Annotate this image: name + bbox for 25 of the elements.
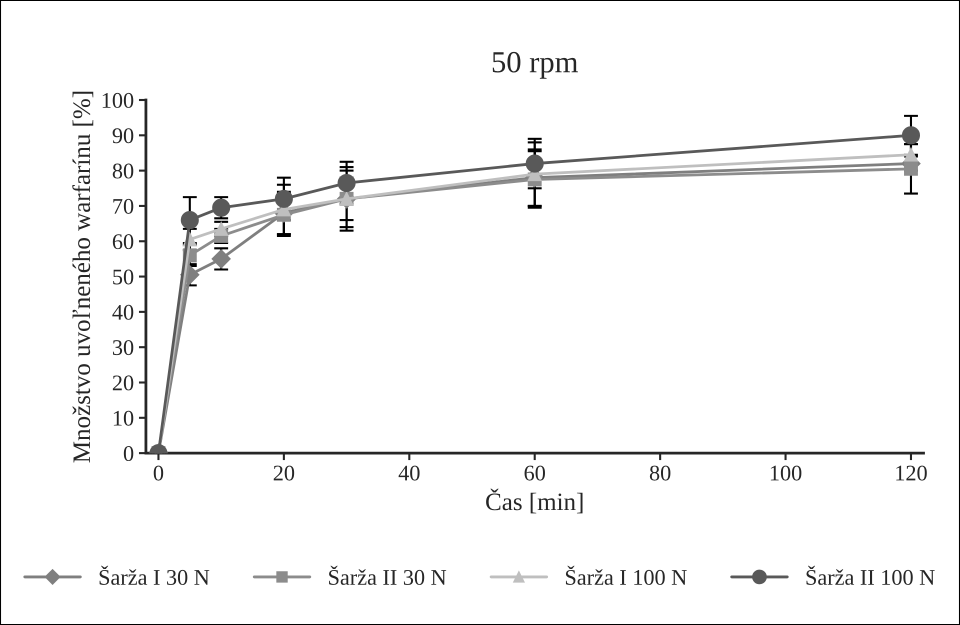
- x-tick-label: 60: [524, 466, 545, 481]
- y-tick-label: 0: [124, 446, 134, 462]
- legend-label: Šarža II 30 N: [329, 566, 446, 585]
- x-tick-label: 40: [398, 466, 420, 481]
- x-tick-label: 120: [896, 466, 927, 481]
- y-tick-label: 20: [112, 375, 134, 390]
- y-tick-label: 10: [114, 410, 134, 426]
- legend-label: Šarža II 100 N: [806, 566, 935, 585]
- legend-label: Šarža I 30 N: [100, 566, 210, 585]
- y-tick-label: 30: [112, 340, 134, 356]
- chart-title: 50 rpm: [492, 52, 578, 79]
- x-tick-label: 100: [770, 466, 802, 481]
- y-tick-label: 60: [112, 234, 134, 250]
- y-axis-title: Množstvo uvoľneného warfarínu [%]: [72, 92, 94, 462]
- y-tick-label: 40: [112, 304, 134, 320]
- y-tick-label: 100: [102, 92, 134, 108]
- legend-label: Šarža I 100 N: [566, 566, 687, 585]
- x-tick-label: 20: [274, 466, 294, 481]
- y-tick-label: 70: [113, 198, 134, 214]
- x-tick-label: 80: [650, 466, 670, 481]
- y-tick-label: 80: [112, 164, 134, 179]
- y-tick-label: 90: [112, 128, 134, 144]
- x-axis-title: Čas [min]: [486, 488, 583, 514]
- y-tick-label: 50: [113, 269, 134, 284]
- x-tick-label: 0: [154, 466, 164, 481]
